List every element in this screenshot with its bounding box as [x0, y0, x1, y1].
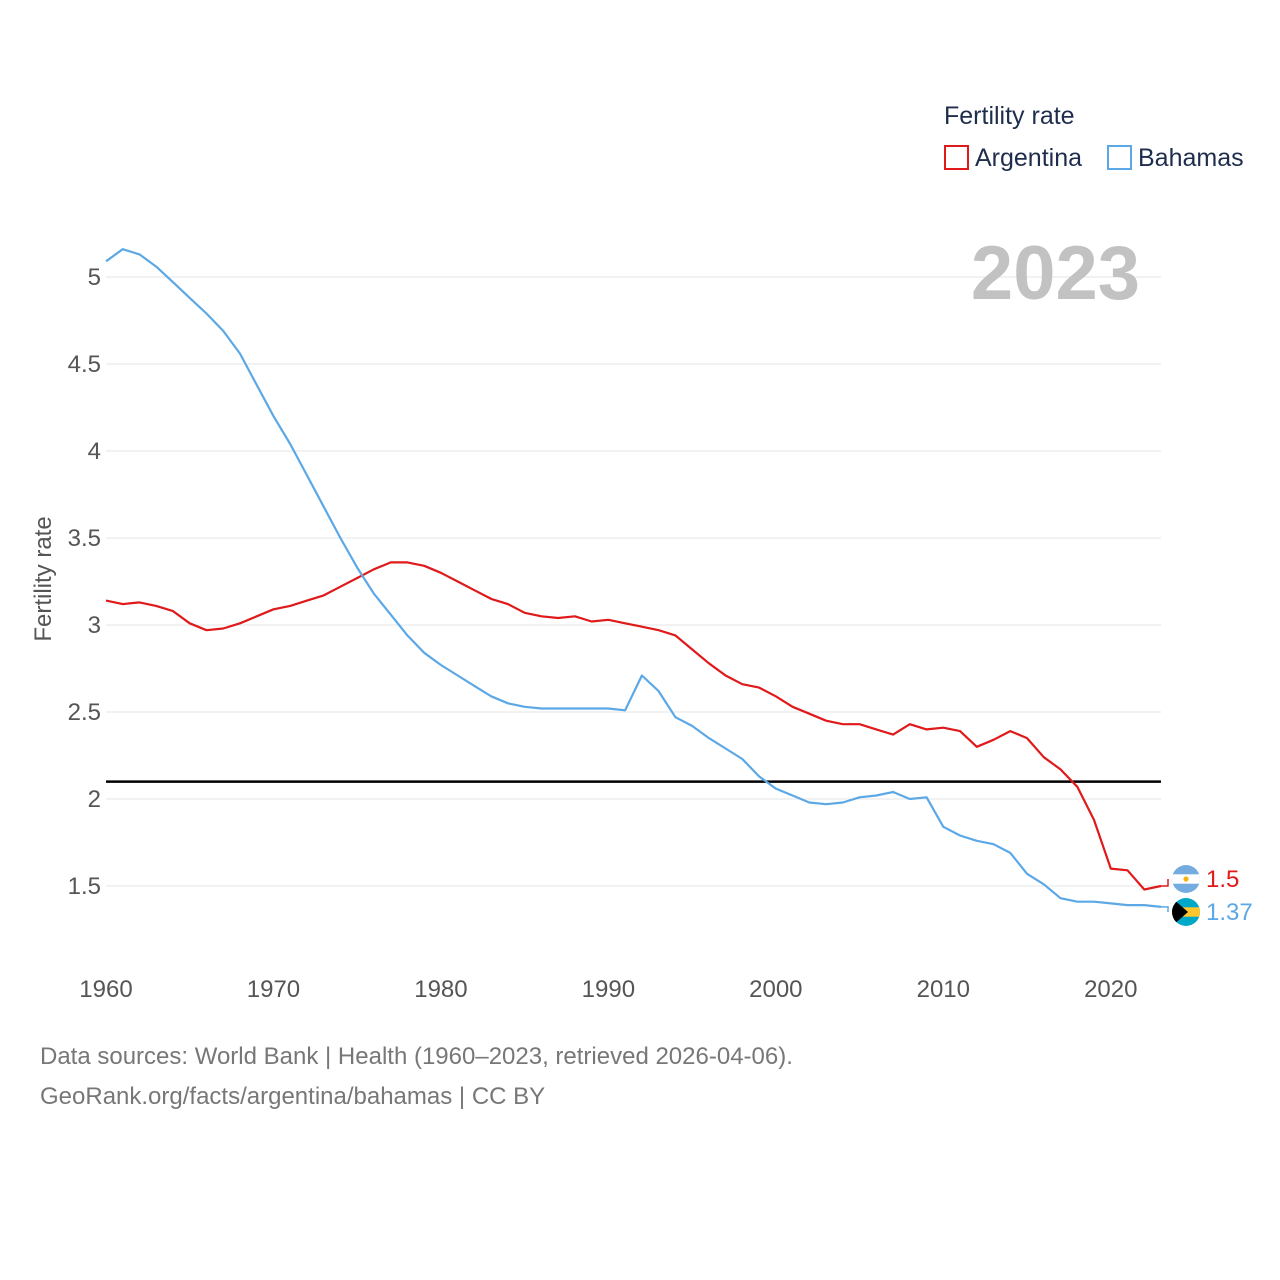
y-tick-label: 4 [88, 438, 101, 465]
legend: Fertility rate Argentina Bahamas [944, 102, 1244, 172]
x-axis-ticks: 1960 1970 1980 1990 2000 2010 2020 [79, 976, 1137, 1003]
end-connector [1161, 879, 1169, 887]
x-tick-label: 1980 [414, 976, 467, 1003]
legend-label-argentina: Argentina [975, 144, 1082, 172]
legend-swatch-argentina [944, 145, 969, 170]
source-line-2[interactable]: GeoRank.org/facts/argentina/bahamas | CC… [40, 1083, 546, 1110]
series-line-bahamas[interactable] [105, 248, 1162, 908]
y-tick-label: 1.5 [68, 873, 101, 900]
source-line-1: Data sources: World Bank | Health (1960–… [40, 1043, 793, 1070]
argentina-flag-icon [1172, 865, 1200, 893]
y-tick-label: 4.5 [68, 351, 101, 378]
x-tick-label: 2000 [749, 976, 802, 1003]
legend-title: Fertility rate [944, 102, 1075, 130]
x-tick-label: 1960 [79, 976, 132, 1003]
end-markers: 1.5 1.37 [1161, 865, 1253, 926]
x-tick-label: 2010 [917, 976, 970, 1003]
current-year-label: 2023 [971, 231, 1140, 316]
series-layer [105, 248, 1162, 908]
legend-item-argentina[interactable]: Argentina [944, 144, 1082, 172]
legend-swatch-bahamas [1107, 145, 1132, 170]
y-tick-label: 3 [88, 612, 101, 639]
y-tick-label: 2.5 [68, 699, 101, 726]
y-tick-label: 2 [88, 786, 101, 813]
legend-label-bahamas: Bahamas [1138, 144, 1244, 172]
x-tick-label: 1990 [582, 976, 635, 1003]
end-connector [1161, 906, 1169, 912]
y-tick-label: 5 [88, 264, 101, 291]
x-tick-label: 2020 [1084, 976, 1137, 1003]
y-axis-ticks: 1.5 2 2.5 3 3.5 4 4.5 5 [68, 264, 101, 900]
y-tick-label: 3.5 [68, 525, 101, 552]
series-line-argentina[interactable] [105, 561, 1162, 891]
grid [106, 276, 1161, 887]
y-axis-title: Fertility rate [30, 516, 57, 641]
bahamas-flag-icon [1172, 898, 1200, 926]
x-tick-label: 1970 [247, 976, 300, 1003]
legend-item-bahamas[interactable]: Bahamas [1107, 144, 1244, 172]
end-value-label-argentina: 1.5 [1206, 866, 1239, 893]
end-value-label-bahamas: 1.37 [1206, 899, 1253, 926]
